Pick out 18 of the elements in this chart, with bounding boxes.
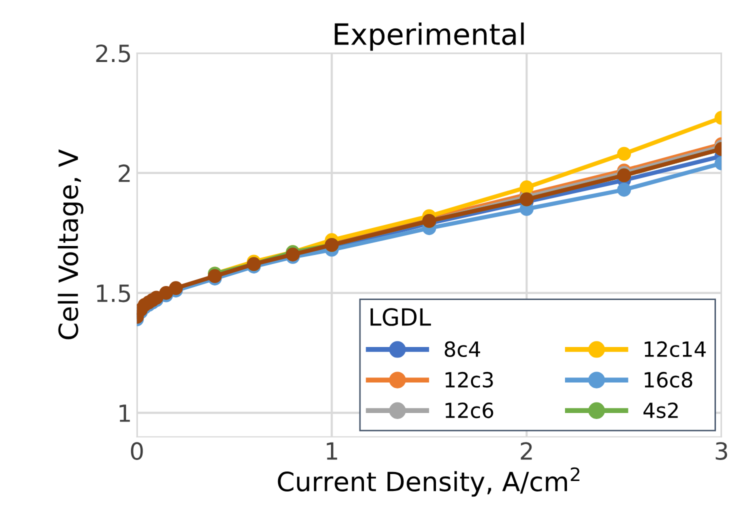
legend-label: 12c3 <box>446 372 493 388</box>
legend-label: 12c14 <box>644 341 706 358</box>
y-tick-label: 2.5 <box>96 44 130 62</box>
legend-label: 8c4 <box>444 341 480 358</box>
legend-label: 12c6 <box>446 402 494 418</box>
y-tick-label: 1 <box>120 404 130 422</box>
x-axis-title: Current Density, A/cm$^{2}$ <box>278 467 580 497</box>
legend-title: LGDL <box>370 308 431 326</box>
y-tick-label: 1.5 <box>97 284 130 302</box>
x-tick-label: 0 <box>130 442 143 460</box>
legend-label: 4s2 <box>643 402 678 418</box>
x-tick-label: 3 <box>716 442 728 460</box>
legend-label: 16c8 <box>644 372 692 388</box>
x-tick-label: 2 <box>520 442 532 460</box>
chart-title: Experimental <box>334 22 524 51</box>
x-tick-label: 1 <box>326 442 338 460</box>
y-tick-label: 2 <box>118 164 130 182</box>
y-axis-title: Cell Voltage, V <box>58 149 84 340</box>
